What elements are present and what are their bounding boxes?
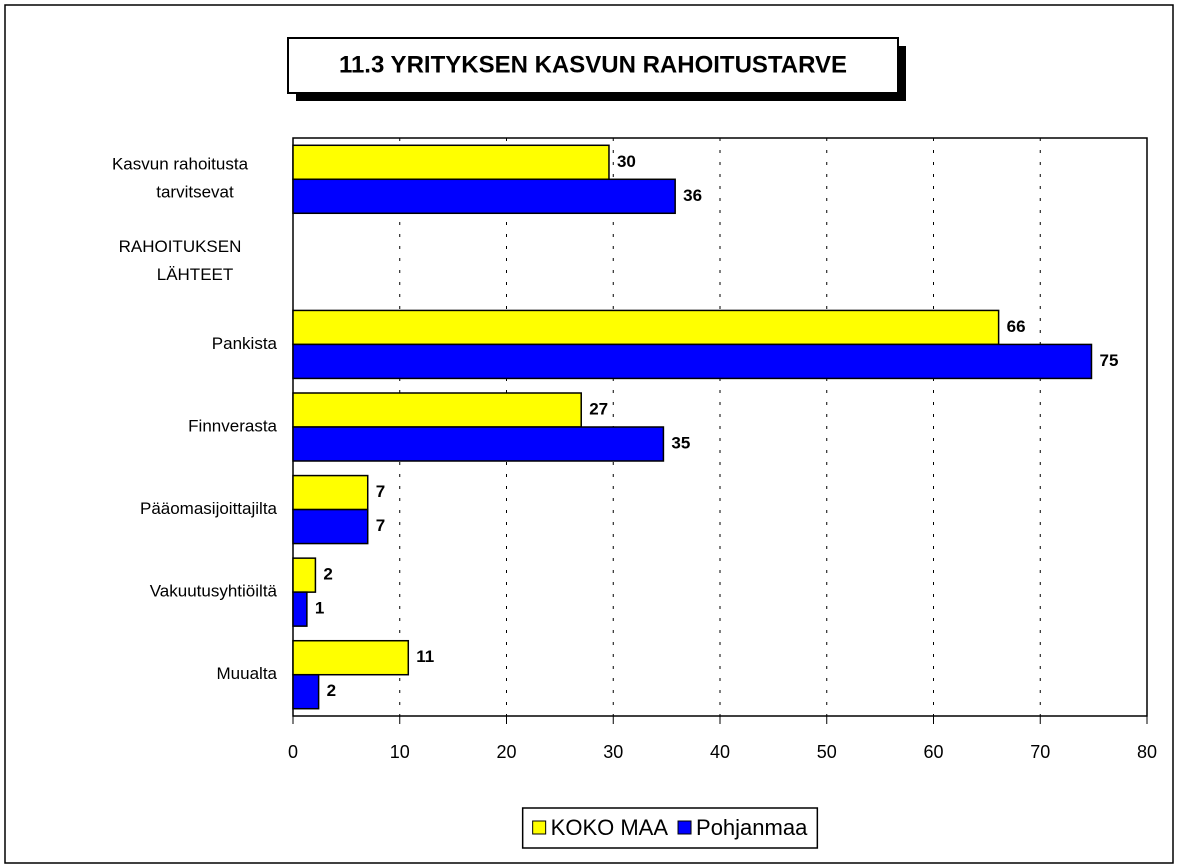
bar (292, 591, 308, 627)
legend-swatch (532, 820, 547, 835)
bar (292, 426, 665, 462)
x-tick-label: 20 (496, 742, 516, 762)
x-tick-label: 80 (1137, 742, 1157, 762)
data-label: 1 (315, 599, 324, 618)
data-label: 11 (416, 647, 434, 666)
bar (292, 557, 317, 593)
x-tick-label: 0 (288, 742, 298, 762)
x-tick-label: 50 (817, 742, 837, 762)
y-tick-label: Vakuutusyhtiöiltä (150, 582, 278, 601)
bar (292, 144, 610, 181)
data-label: 75 (1099, 351, 1118, 370)
title-box (287, 37, 899, 94)
x-tick-label: 40 (710, 742, 730, 762)
data-label: 30 (617, 152, 636, 171)
data-label: 7 (376, 482, 385, 501)
y-tick-label: Pääomasijoittajilta (140, 499, 278, 518)
bar (292, 673, 320, 710)
legend: KOKO MAA Pohjanmaa (521, 807, 819, 849)
legend-label: KOKO MAA (551, 815, 669, 840)
bar (292, 178, 676, 215)
legend-swatch (677, 820, 692, 835)
x-tick-label: 30 (603, 742, 623, 762)
data-label: 35 (671, 433, 690, 452)
x-tick-label: 60 (923, 742, 943, 762)
data-label: 66 (1007, 317, 1026, 336)
data-label: 7 (376, 516, 385, 535)
y-tick-label: Muualta (217, 664, 278, 683)
x-tick-label: 70 (1030, 742, 1050, 762)
data-label: 2 (323, 565, 332, 584)
data-label: 36 (683, 186, 702, 205)
legend-box (521, 807, 819, 849)
y-tick-label: Finnverasta (188, 416, 277, 435)
bar (292, 392, 582, 428)
y-tick-label: RAHOITUKSEN LÄHTEET (119, 237, 242, 284)
y-tick-label: Pankista (212, 334, 278, 353)
x-tick-label: 10 (390, 742, 410, 762)
bar (292, 343, 1093, 380)
legend-label: Pohjanmaa (696, 815, 808, 840)
bar (292, 309, 1000, 346)
data-label: 27 (589, 399, 608, 418)
chart-title: 11.3 YRITYKSEN KASVUN RAHOITUSTARVE (339, 51, 847, 78)
y-tick-label: Kasvun rahoitusta tarvitsevat (112, 155, 249, 202)
bar (292, 639, 410, 676)
data-label: 2 (327, 681, 336, 700)
bar (292, 474, 369, 511)
bar (292, 508, 369, 545)
